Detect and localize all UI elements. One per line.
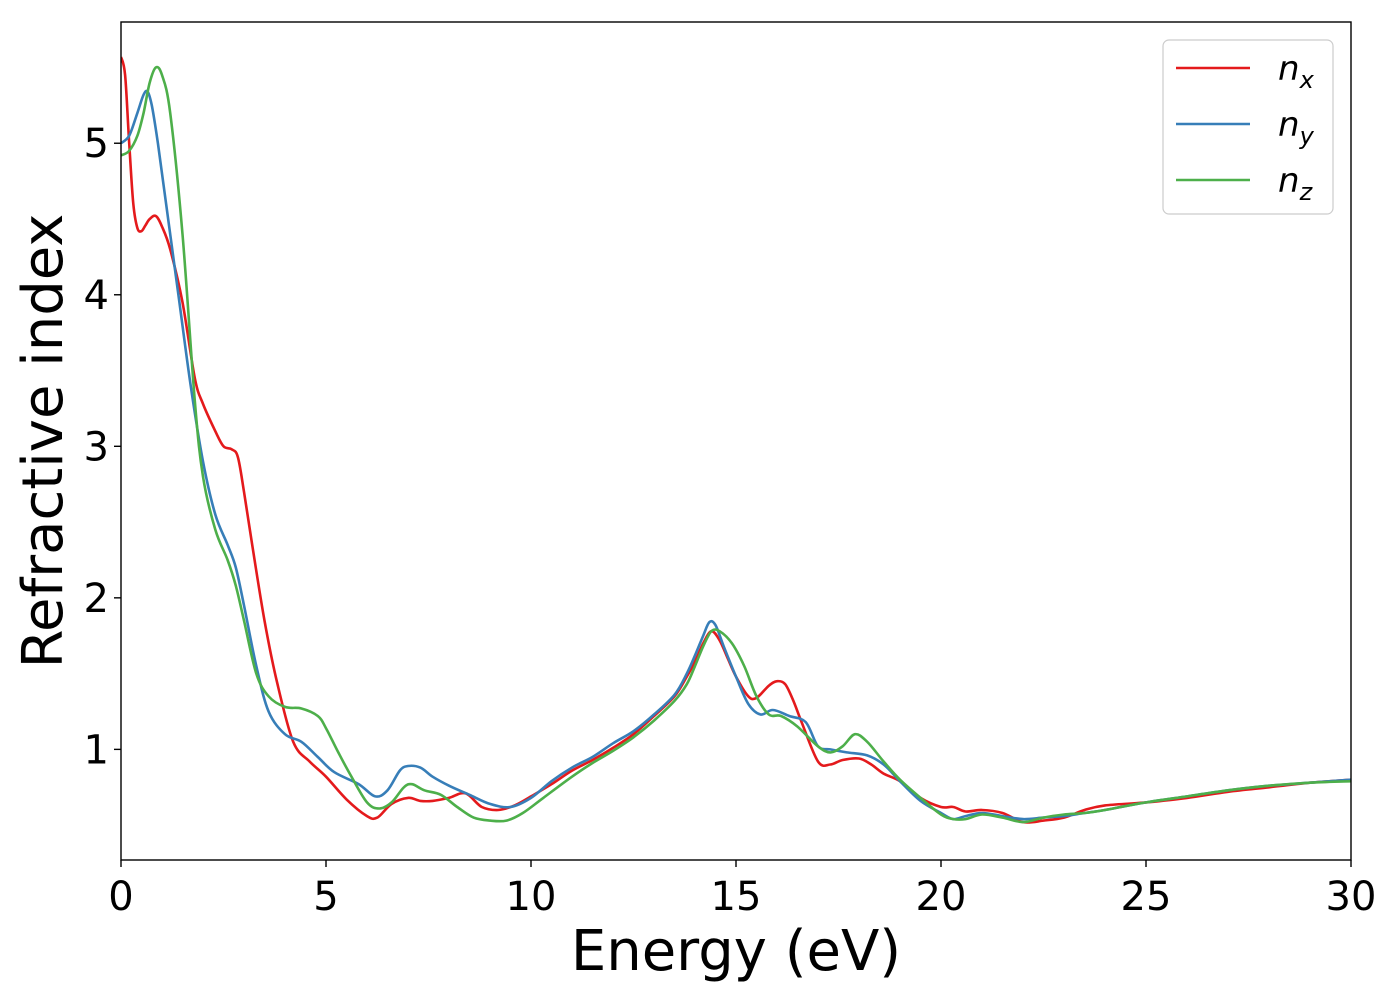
legend-box bbox=[1162, 39, 1334, 215]
series-layer bbox=[121, 56, 1351, 824]
series-line-nz bbox=[121, 65, 1351, 824]
y-tick-label: 2 bbox=[84, 576, 109, 622]
x-tick-label: 5 bbox=[313, 874, 338, 920]
x-axis: 0 5 10 15 20 25 30 bbox=[108, 860, 1376, 920]
x-tick-label: 10 bbox=[506, 874, 557, 920]
x-tick-label: 25 bbox=[1121, 874, 1172, 920]
series-line-nx bbox=[121, 56, 1351, 824]
x-tick-label: 20 bbox=[916, 874, 967, 920]
y-tick-label: 1 bbox=[84, 727, 109, 773]
y-axis: 1 2 3 4 5 bbox=[84, 121, 121, 773]
x-tick-label: 15 bbox=[711, 874, 762, 920]
series-line-ny bbox=[121, 89, 1351, 821]
y-tick-label: 5 bbox=[84, 121, 109, 167]
y-tick-label: 3 bbox=[84, 424, 109, 470]
legend-label-ny: ny bbox=[1278, 105, 1315, 150]
x-axis-title: Energy (eV) bbox=[571, 919, 901, 984]
y-tick-label: 4 bbox=[84, 273, 109, 319]
legend-label-nx: nx bbox=[1278, 49, 1315, 94]
x-tick-label: 30 bbox=[1326, 874, 1377, 920]
x-tick-label: 0 bbox=[108, 874, 133, 920]
y-axis-title: Refractive index bbox=[11, 214, 76, 669]
